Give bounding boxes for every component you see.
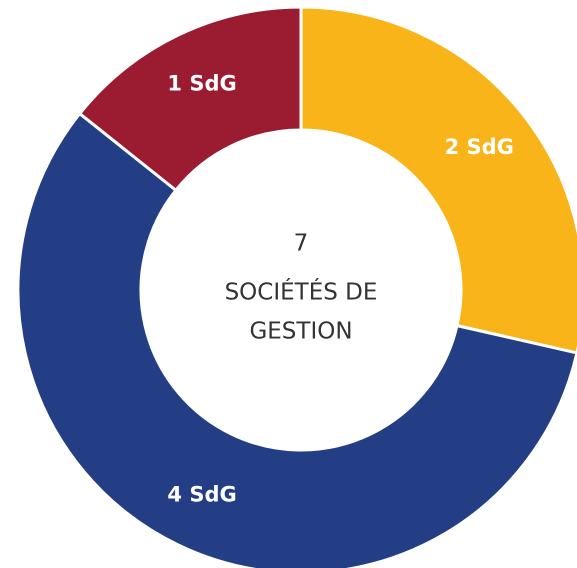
donut-segment bbox=[16, 111, 577, 568]
center-label: SOCIÉTÉS DE bbox=[225, 278, 378, 306]
center-label: GESTION bbox=[249, 319, 352, 345]
donut-segment bbox=[299, 5, 577, 355]
data-label: 2 SdG bbox=[445, 135, 514, 159]
donut-segment bbox=[77, 5, 303, 193]
data-label: 1 SdG bbox=[167, 72, 236, 96]
data-label: 4 SdG bbox=[167, 482, 236, 506]
center-value: 7 bbox=[294, 231, 309, 257]
